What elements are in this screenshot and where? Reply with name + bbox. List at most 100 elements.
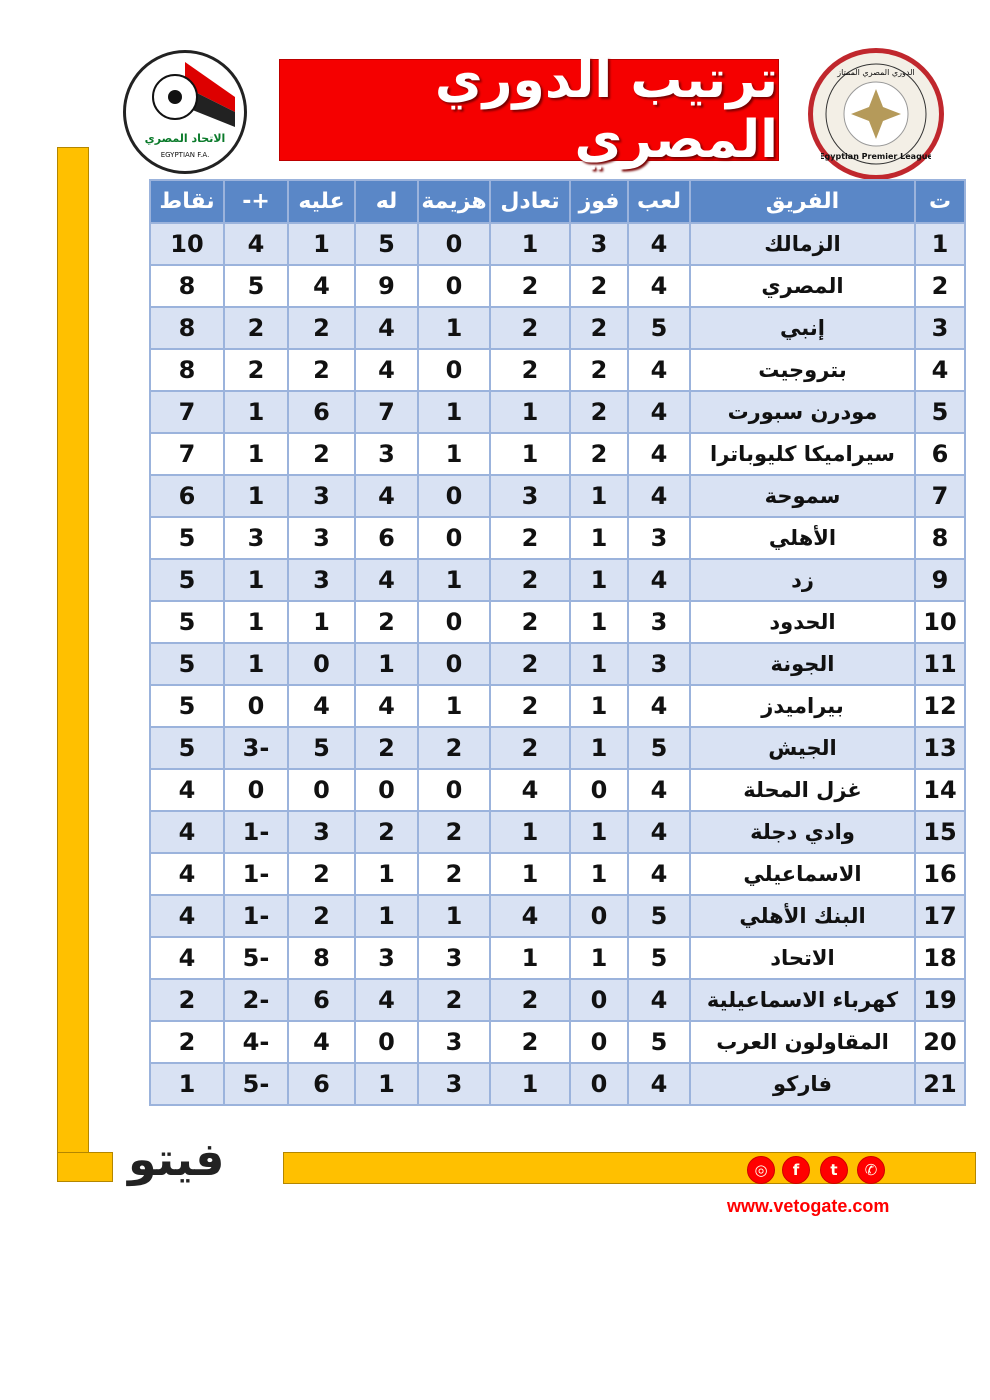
cell-lost: 3 [417,1062,491,1106]
website-link[interactable]: www.vetogate.com [727,1196,890,1216]
cell-goals-for: 4 [354,348,419,392]
cell-goals-for: 0 [354,768,419,812]
cell-goals-for: 2 [354,810,419,854]
table-row: 5 مودرن سبورت 4 2 1 1 7 6 1 7 [149,390,966,434]
cell-goals-against: 2 [287,348,356,392]
cell-goal-diff: -2 [223,978,289,1022]
cell-goals-for: 6 [354,516,419,560]
cell-played: 5 [627,894,691,938]
table-row: 14 غزل المحلة 4 0 4 0 0 0 0 4 [149,768,966,812]
epl-logo: الدوري المصري الممتاز Egyptian Premier L… [808,48,944,180]
table-row: 1 الزمالك 4 3 1 0 5 1 4 10 [149,222,966,266]
cell-won: 1 [569,810,629,854]
cell-points: 4 [149,852,225,896]
cell-points: 5 [149,558,225,602]
cell-played: 4 [627,684,691,728]
cell-points: 4 [149,894,225,938]
cell-goal-diff: 1 [223,390,289,434]
cell-drawn: 1 [489,1062,571,1106]
cell-goal-diff: -1 [223,852,289,896]
cell-goals-against: 1 [287,600,356,644]
cell-played: 4 [627,264,691,308]
table-row: 21 فاركو 4 0 1 3 1 6 -5 1 [149,1062,966,1106]
efa-logo: الاتحاد المصري EGYPTIAN F.A. [123,50,247,174]
cell-team: وادي دجلة [689,810,916,854]
cell-goals-against: 3 [287,810,356,854]
cell-rank: 18 [914,936,966,980]
cell-drawn: 2 [489,726,571,770]
facebook-icon[interactable]: f [782,1156,810,1184]
cell-rank: 17 [914,894,966,938]
cell-goals-against: 1 [287,222,356,266]
cell-won: 2 [569,390,629,434]
cell-goals-against: 4 [287,264,356,308]
cell-points: 4 [149,936,225,980]
header-lost: هزيمة [417,179,491,224]
cell-team: البنك الأهلي [689,894,916,938]
table-row: 17 البنك الأهلي 5 0 4 1 1 2 -1 4 [149,894,966,938]
cell-points: 7 [149,432,225,476]
cell-goals-against: 4 [287,684,356,728]
cell-lost: 1 [417,390,491,434]
cell-won: 1 [569,600,629,644]
cell-rank: 2 [914,264,966,308]
table-row: 9 زد 4 1 2 1 4 3 1 5 [149,558,966,602]
cell-won: 3 [569,222,629,266]
cell-won: 2 [569,264,629,308]
cell-rank: 5 [914,390,966,434]
cell-lost: 1 [417,684,491,728]
cell-drawn: 1 [489,390,571,434]
whatsapp-icon[interactable]: ✆ [857,1156,885,1184]
table-row: 7 سموحة 4 1 3 0 4 3 1 6 [149,474,966,518]
cell-goals-against: 3 [287,558,356,602]
cell-won: 1 [569,684,629,728]
cell-rank: 15 [914,810,966,854]
svg-text:الاتحاد المصري: الاتحاد المصري [145,132,226,145]
cell-goals-for: 4 [354,978,419,1022]
cell-points: 8 [149,264,225,308]
cell-lost: 2 [417,810,491,854]
cell-drawn: 2 [489,600,571,644]
cell-won: 1 [569,936,629,980]
cell-goal-diff: 0 [223,684,289,728]
cell-rank: 19 [914,978,966,1022]
cell-won: 0 [569,768,629,812]
table-row: 18 الاتحاد 5 1 1 3 3 8 -5 4 [149,936,966,980]
header-goals-against: عليه [287,179,356,224]
cell-rank: 1 [914,222,966,266]
cell-drawn: 2 [489,306,571,350]
cell-points: 5 [149,516,225,560]
svg-text:Egyptian Premier League: Egyptian Premier League [821,152,931,161]
cell-lost: 1 [417,306,491,350]
svg-text:EGYPTIAN F.A.: EGYPTIAN F.A. [161,151,210,159]
cell-goals-against: 4 [287,1020,356,1064]
cell-won: 2 [569,306,629,350]
cell-drawn: 1 [489,432,571,476]
cell-team: المقاولون العرب [689,1020,916,1064]
cell-won: 0 [569,1020,629,1064]
cell-goals-against: 6 [287,390,356,434]
instagram-icon[interactable]: ◎ [747,1156,775,1184]
cell-drawn: 2 [489,684,571,728]
cell-goals-for: 0 [354,1020,419,1064]
cell-won: 2 [569,348,629,392]
cell-drawn: 2 [489,516,571,560]
cell-goal-diff: 1 [223,474,289,518]
cell-lost: 2 [417,726,491,770]
cell-goal-diff: 4 [223,222,289,266]
page-title: ترتيب الدوري المصري [434,50,778,170]
veto-logo: فيتو [128,1132,225,1186]
cell-points: 7 [149,390,225,434]
cell-rank: 9 [914,558,966,602]
header-drawn: تعادل [489,179,571,224]
cell-lost: 0 [417,768,491,812]
cell-rank: 20 [914,1020,966,1064]
cell-goal-diff: 1 [223,432,289,476]
cell-team: سموحة [689,474,916,518]
cell-team: بتروجيت [689,348,916,392]
cell-goals-against: 6 [287,978,356,1022]
twitter-icon[interactable]: t [820,1156,848,1184]
cell-rank: 16 [914,852,966,896]
cell-won: 0 [569,1062,629,1106]
cell-goals-for: 1 [354,894,419,938]
